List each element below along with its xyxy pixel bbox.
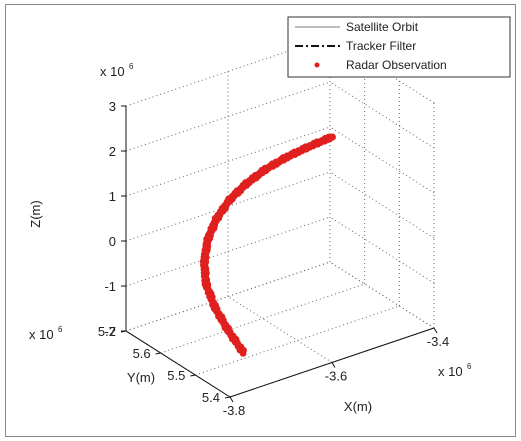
x-tick-mark [331,362,336,368]
z-exponent-label: x 10 6 [100,62,134,79]
y-exponent-label: x 10 6 [29,325,63,342]
grid-line [329,36,435,104]
z-tick-label: 0 [109,234,116,249]
z-tick-label: 3 [109,99,116,114]
z-tick-label: -2 [104,324,116,339]
grid-line [227,296,333,363]
z-tick-label: 1 [109,189,116,204]
chart-3d: -3.8 -3.6 -3.4 5.4 5.5 5.6 5.7-2 -1 0 1 2 3 Z(m) Y(… [28,16,511,418]
y-tick-label: 5.6 [133,346,151,361]
grid-line [329,171,435,239]
grid-line [329,126,435,194]
grid-line [160,283,365,354]
x-exponent-label: x 10 6 [438,362,472,379]
y-tick-mark [224,396,231,399]
radar-observation-series [199,133,336,357]
y-tick-mark [155,352,161,355]
x-exponent-base: x 10 [438,364,463,379]
y-exponent-power: 6 [58,325,63,334]
legend-label-tracker-filter: Tracker Filter [346,39,416,53]
legend-swatch-radar-observation [314,62,320,68]
legend-label-satellite-orbit: Satellite Orbit [346,20,419,34]
x-tick-label: -3.6 [325,369,347,384]
y-axis-line [125,330,231,398]
x-axis-label: X(m) [344,399,372,414]
grid-line [329,216,435,284]
x-exponent-power: 6 [467,362,472,371]
radar-observation-point [329,133,336,141]
z-exponent-power: 6 [129,62,134,71]
axes [120,105,438,403]
grid-lines [125,36,435,398]
z-exponent-base: x 10 [100,64,125,79]
grid-line [125,126,331,197]
y-axis-label: Y(m) [127,370,155,385]
figure-frame: -3.8 -3.6 -3.4 5.4 5.5 5.6 5.7 -2 -1 0 1 2 3 Z(m) Y(… [5,4,516,437]
z-axis-label: Z(m) [28,200,43,227]
grid-line [329,261,435,329]
y-tick-label: 5.5 [167,368,185,383]
y-tick-label: 5.7 [98,324,116,339]
tick-labels: -3.8 -3.6 -3.4 5.4 5.5 5.6 5.7-2 -1 0 1 2 3 [98,99,449,418]
y-tick-mark [190,374,196,377]
legend-label-radar-observation: Radar Observation [346,58,447,72]
x-tick-label: -3.8 [223,403,245,418]
x-tick-mark [229,396,234,403]
y-tick-label: 5.4 [202,390,220,405]
grid-line [195,305,400,376]
x-tick-mark [433,327,438,334]
x-tick-label: -3.4 [427,334,449,349]
grid-line [329,81,435,149]
legend: Satellite Orbit Tracker Filter Radar Obs… [287,16,511,78]
y-exponent-base: x 10 [29,327,54,342]
z-tick-label: -1 [104,279,116,294]
z-tick-label: 2 [109,144,116,159]
